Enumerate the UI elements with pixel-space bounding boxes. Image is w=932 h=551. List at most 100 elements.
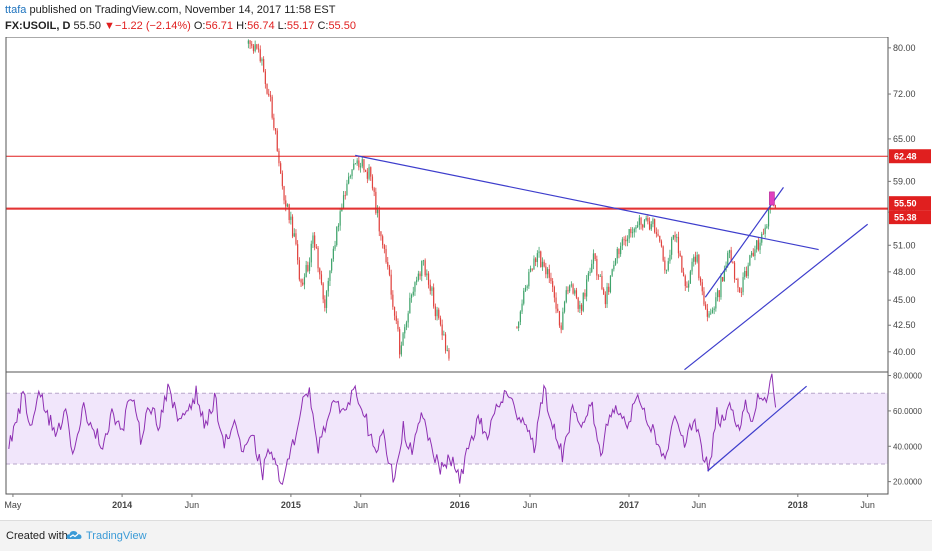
candle-body — [618, 248, 620, 255]
candle-body — [735, 278, 737, 280]
time-axis-label: Jun — [860, 500, 875, 510]
candle-body — [366, 171, 368, 179]
price-axis-label: 72.00 — [893, 89, 916, 99]
candles-group — [247, 39, 776, 361]
price-trendline-1 — [704, 187, 784, 298]
candle-body — [358, 160, 360, 168]
candle-body — [608, 286, 610, 293]
candle-body — [546, 269, 549, 275]
candle-body — [711, 309, 714, 313]
candle-body — [640, 217, 642, 225]
time-axis-label: 2018 — [788, 500, 808, 510]
publisher-link[interactable]: ttafa — [5, 4, 27, 16]
candle-body — [303, 277, 306, 285]
candle-body — [359, 166, 362, 168]
candle-body — [706, 308, 708, 317]
candle-body — [739, 287, 741, 292]
candle-body — [433, 287, 435, 307]
candle-body — [587, 273, 589, 280]
candle-body — [251, 43, 253, 46]
candle-body — [728, 250, 731, 253]
candle-body — [674, 235, 676, 238]
candle-body — [263, 59, 265, 72]
candle-body — [596, 259, 598, 276]
candle-body — [570, 284, 572, 286]
candle-body — [555, 297, 557, 309]
time-axis-label: Jun — [523, 500, 538, 510]
candle-body — [586, 279, 588, 297]
candle-body — [538, 251, 540, 254]
candle-body — [516, 327, 518, 329]
candle-body — [404, 327, 406, 334]
candle-body — [375, 191, 377, 214]
candle-body — [616, 248, 618, 259]
candle-body — [361, 159, 363, 167]
time-axis-label: 2014 — [112, 500, 132, 510]
price-level-badge-label: 62.48 — [894, 152, 917, 162]
change-arrow-icon: ▼ — [104, 20, 115, 32]
price-and-rsi-chart[interactable]: 80.0072.0065.0059.0055.0051.0048.0045.00… — [0, 37, 932, 520]
candle-body — [599, 275, 601, 277]
candle-body — [762, 233, 765, 235]
candle-body — [572, 284, 574, 294]
candle-body — [558, 311, 561, 326]
candle-body — [582, 292, 584, 311]
candle-body — [733, 262, 736, 279]
candle-body — [256, 44, 258, 49]
time-axis-label: Jun — [692, 500, 707, 510]
candle-body — [727, 252, 729, 266]
chart-header: ttafa published on TradingView.com, Nove… — [0, 0, 932, 37]
last-bar-marker — [769, 191, 775, 206]
candle-body — [342, 195, 345, 208]
candle-body — [667, 261, 669, 271]
candle-body — [521, 303, 523, 312]
candle-body — [528, 271, 530, 287]
low-value: 55.17 — [286, 20, 315, 32]
candle-body — [677, 236, 680, 254]
rsi-axis-label: 80.0000 — [893, 372, 922, 381]
price-axis-label: 42.50 — [893, 320, 916, 330]
candle-body — [655, 232, 657, 234]
candle-body — [747, 265, 749, 276]
low-label: L: — [277, 20, 287, 32]
candle-body — [523, 290, 525, 304]
candle-body — [286, 204, 289, 207]
candle-body — [274, 128, 277, 131]
candle-body — [427, 273, 430, 285]
candle-body — [562, 311, 564, 330]
tradingview-brand-link[interactable]: TradingView — [86, 530, 147, 542]
candle-body — [557, 308, 559, 312]
candle-body — [621, 239, 623, 246]
candle-body — [407, 313, 409, 323]
candle-body — [767, 208, 770, 227]
candle-body — [744, 271, 746, 278]
close-value: 55.50 — [328, 20, 356, 32]
candle-body — [519, 311, 521, 323]
price-change: −1.22 (−2.14%) — [114, 20, 191, 32]
rsi-axis-label: 60.0000 — [893, 407, 922, 416]
candle-body — [756, 240, 758, 250]
price-axis-label: 59.00 — [893, 176, 916, 186]
candle-body — [283, 186, 285, 201]
candle-body — [699, 278, 702, 283]
candle-body — [293, 233, 295, 237]
candle-body — [703, 291, 705, 305]
candle-body — [679, 253, 681, 257]
candle-body — [371, 176, 374, 189]
rsi-line — [8, 373, 777, 485]
candle-body — [448, 350, 450, 359]
candle-body — [647, 217, 649, 222]
candle-body — [529, 268, 532, 272]
candle-body — [759, 242, 761, 250]
candle-body — [567, 290, 569, 292]
candle-body — [718, 290, 720, 298]
candle-body — [419, 273, 421, 277]
candle-body — [722, 277, 724, 282]
candle-body — [642, 224, 644, 228]
candle-body — [412, 291, 414, 296]
candle-body — [397, 320, 399, 330]
candle-body — [336, 226, 338, 246]
candle-body — [560, 325, 562, 330]
candle-body — [444, 334, 447, 351]
candle-body — [356, 160, 358, 164]
